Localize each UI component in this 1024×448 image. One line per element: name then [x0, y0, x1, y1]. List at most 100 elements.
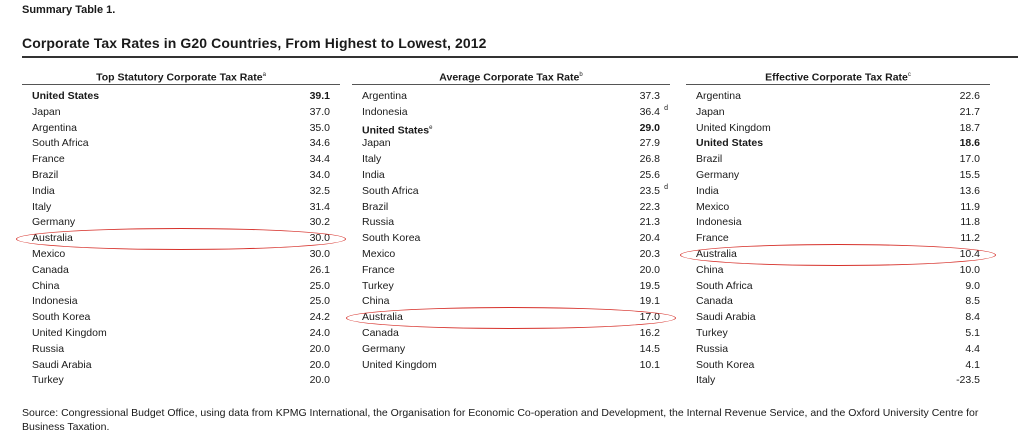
country-text: Germany — [696, 168, 740, 181]
country-name: Germany — [32, 215, 75, 231]
rate-value: 27.9 — [639, 137, 660, 150]
rate-value: 26.1 — [309, 263, 330, 276]
column-header: Average Corporate Tax Rateb — [352, 68, 670, 84]
country-name: Argentina — [32, 121, 77, 137]
highlight-ellipse — [346, 307, 676, 330]
table-row: France 34.4 — [22, 152, 340, 168]
country-name: Italy — [362, 152, 381, 168]
table-row: Australia 10.4 — [680, 243, 996, 266]
country-text: South Africa — [696, 279, 753, 292]
table-row: Australia 17.0 — [346, 307, 676, 330]
column-header: Effective Corporate Tax Ratec — [686, 68, 990, 84]
country-name: Argentina — [696, 89, 741, 105]
country-text: Japan — [696, 105, 725, 118]
table-row: France 11.2 — [686, 231, 990, 247]
country-name: United States — [32, 89, 99, 105]
country-name: Saudi Arabia — [32, 358, 92, 374]
country-text: Brazil — [32, 168, 59, 181]
header-rule — [22, 84, 340, 85]
country-text: Saudi Arabia — [32, 358, 92, 371]
table-row: Mexico 20.3 — [352, 247, 670, 263]
country-name: Brazil — [32, 168, 58, 184]
highlight-ellipse — [16, 228, 346, 251]
country-name: Italy — [32, 200, 51, 216]
rate-value: 17.0 — [959, 153, 980, 166]
country-name: Turkey — [696, 326, 728, 342]
panel-effective-rate: Effective Corporate Tax Ratec Argentina 22… — [680, 68, 996, 389]
country-name: Canada — [696, 294, 733, 310]
country-text: Germany — [362, 342, 406, 355]
country-text: China — [32, 279, 60, 292]
country-text: Saudi Arabia — [696, 311, 756, 324]
table-row: Saudi Arabia 8.4 — [686, 310, 990, 326]
rate-value: 34.4 — [309, 153, 330, 166]
panel-average-rate: Average Corporate Tax Rateb Argentina 37.3… — [346, 68, 676, 373]
country-text: India — [32, 184, 55, 197]
table-row: Australia 30.0 — [16, 228, 346, 251]
rate-value: 22.3 — [639, 200, 660, 213]
country-name: South Africa — [32, 136, 89, 152]
table-row: Russia 21.3 — [352, 215, 670, 231]
table-row: Germany 14.5 — [352, 342, 670, 358]
country-text: Japan — [362, 137, 391, 150]
country-name: Russia — [362, 215, 394, 231]
country-text: Argentina — [32, 121, 77, 134]
country-text: Russia — [362, 216, 395, 229]
country-text: Japan — [32, 105, 61, 118]
country-name: Mexico — [362, 247, 395, 263]
country-name: France — [32, 152, 65, 168]
rate-value: 31.4 — [309, 200, 330, 213]
table-row: Italy 26.8 — [352, 152, 670, 168]
country-text: Turkey — [362, 279, 394, 292]
value-footnote-marker: d — [664, 183, 668, 191]
country-text: United Kingdom — [362, 358, 437, 371]
source-note: Source: Congressional Budget Office, usi… — [22, 407, 979, 433]
country-name: India — [32, 184, 55, 200]
rate-value: 11.8 — [960, 216, 980, 229]
country-text: Italy — [32, 200, 52, 213]
value-footnote-marker: d — [664, 104, 668, 112]
country-text: United States — [696, 137, 764, 150]
country-text: France — [696, 232, 729, 245]
table-row: Russia 4.4 — [686, 342, 990, 358]
country-name: United Kingdom — [32, 326, 107, 342]
rate-value: 9.0 — [965, 279, 980, 292]
country-text: Mexico — [32, 247, 66, 260]
country-name: Turkey — [32, 373, 64, 389]
rate-value: 20.0 — [309, 374, 330, 387]
table-row: India 25.6 — [352, 168, 670, 184]
rate-value: 21.3 — [639, 216, 660, 229]
rate-value: 18.6 — [959, 137, 980, 150]
rate-value: 30.0 — [309, 247, 330, 260]
country-name: Germany — [362, 342, 405, 358]
table-row: Canada 8.5 — [686, 294, 990, 310]
country-name: Argentina — [362, 89, 407, 105]
table-label: Summary Table 1. — [22, 4, 116, 16]
country-name: Canada — [32, 263, 69, 279]
country-name: United Statese — [362, 121, 432, 139]
table-row: South Korea 20.4 — [352, 231, 670, 247]
country-text: South Korea — [362, 232, 421, 245]
country-text: Indonesia — [696, 216, 742, 229]
table-row: Mexico 30.0 — [22, 247, 340, 263]
country-text: South Korea — [32, 311, 91, 324]
table-row: United Kingdom 24.0 — [22, 326, 340, 342]
table-row: Japan 27.9 — [352, 136, 670, 152]
country-name: China — [696, 263, 723, 279]
table-row: Mexico 11.9 — [686, 200, 990, 216]
country-text: Turkey — [32, 374, 64, 387]
rate-value: 25.0 — [309, 279, 330, 292]
table-row: Turkey 5.1 — [686, 326, 990, 342]
table-row: Italy -23.5 — [686, 373, 990, 389]
table-row: Japan 21.7 — [686, 105, 990, 121]
table-row: Turkey 19.5 — [352, 279, 670, 295]
table-row: South Korea 4.1 — [686, 358, 990, 374]
panel-statutory-rate: Top Statutory Corporate Tax Ratea United … — [16, 68, 346, 389]
table-row: United States 39.1 — [22, 89, 340, 105]
country-name: Brazil — [362, 200, 388, 216]
rate-value: 29.0 — [639, 121, 660, 134]
country-text: Italy — [696, 374, 716, 387]
rate-value: 20.0 — [639, 263, 660, 276]
rate-value: 35.0 — [309, 121, 330, 134]
country-footnote-marker: e — [429, 124, 433, 131]
